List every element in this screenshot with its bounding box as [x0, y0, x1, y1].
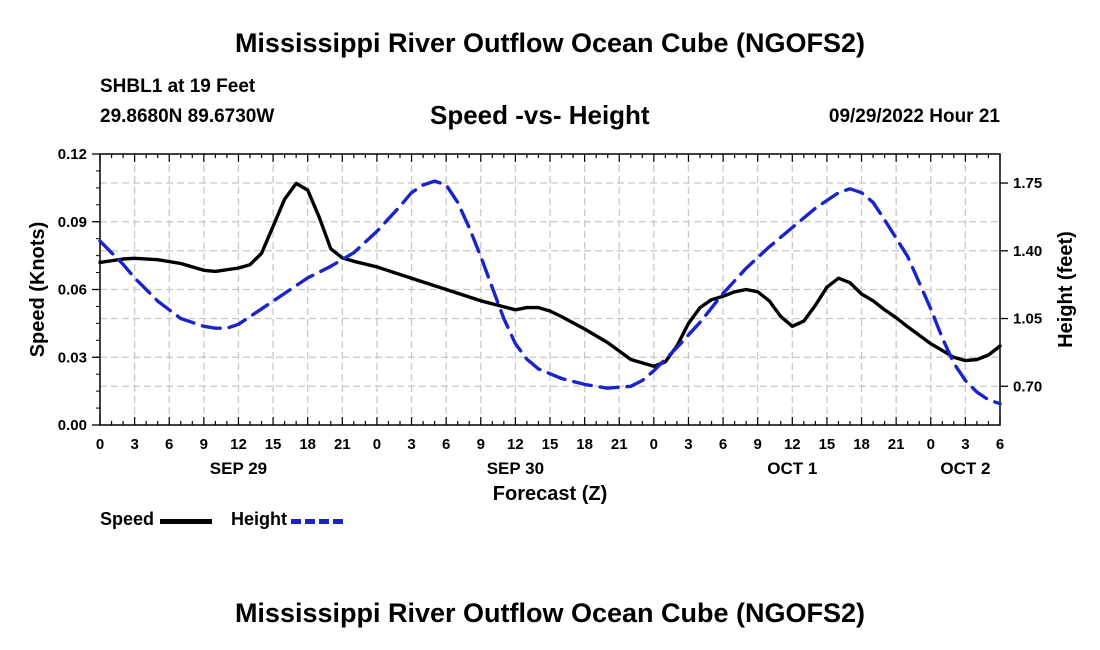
legend-height-swatch — [291, 519, 343, 524]
x-date-label: OCT 1 — [767, 459, 817, 478]
chart-main-title: Mississippi River Outflow Ocean Cube (NG… — [234, 28, 866, 58]
x-tick-label: 9 — [477, 436, 485, 453]
x-tick-label: 15 — [819, 436, 836, 453]
x-tick-label: 18 — [853, 436, 870, 453]
y-tick-label: 0.09 — [58, 214, 87, 231]
x-tick-label: 12 — [230, 436, 247, 453]
y-right-tick-label: 1.75 — [1013, 175, 1042, 192]
x-date-label: SEP 29 — [210, 459, 267, 478]
forecast-datetime: 09/29/2022 Hour 21 — [828, 106, 1000, 127]
y-tick-label: 0.06 — [58, 282, 87, 299]
x-tick-label: 18 — [576, 436, 593, 453]
x-tick-label: 0 — [650, 436, 658, 453]
y-right-axis-label: Height (feet) — [1055, 231, 1077, 348]
x-tick-label: 6 — [719, 436, 727, 453]
x-tick-label: 0 — [373, 436, 381, 453]
x-tick-label: 0 — [96, 436, 104, 453]
x-date-label: SEP 30 — [487, 459, 544, 478]
x-axis-label: Forecast (Z) — [493, 483, 607, 505]
x-date-label: OCT 2 — [940, 459, 990, 478]
legend-speed-swatch — [160, 519, 212, 524]
coordinates-label: 29.8680N 89.6730W — [100, 106, 275, 127]
x-tick-label: 0 — [927, 436, 935, 453]
x-tick-label: 12 — [507, 436, 524, 453]
height-series-line — [98, 179, 1002, 406]
y-tick-label: 0.03 — [58, 349, 87, 366]
x-tick-label: 3 — [130, 436, 138, 453]
y-tick-label: 0.00 — [58, 417, 87, 434]
chart-subtitle: Speed -vs- Height — [430, 100, 650, 130]
x-tick-label: 6 — [442, 436, 450, 453]
x-tick-label: 9 — [754, 436, 762, 453]
legend-height-label: Height — [231, 509, 287, 529]
x-tick-label: 6 — [996, 436, 1004, 453]
station-label: SHBL1 at 19 Feet — [100, 76, 256, 97]
x-tick-label: 18 — [299, 436, 316, 453]
speed-series-line — [98, 181, 1002, 368]
x-tick-label: 21 — [334, 436, 351, 453]
y-axis-label: Speed (Knots) — [27, 222, 49, 358]
x-tick-label: 15 — [542, 436, 559, 453]
x-tick-label: 12 — [784, 436, 801, 453]
y-tick-label: 0.12 — [58, 146, 87, 163]
x-tick-label: 21 — [888, 436, 905, 453]
repeated-chart-title: Mississippi River Outflow Ocean Cube (NG… — [234, 598, 866, 628]
x-tick-label: 21 — [611, 436, 628, 453]
x-tick-label: 3 — [684, 436, 692, 453]
x-tick-label: 15 — [265, 436, 282, 453]
x-tick-label: 3 — [407, 436, 415, 453]
x-tick-label: 6 — [165, 436, 173, 453]
x-tick-label: 3 — [961, 436, 969, 453]
speed-height-chart: 0 3 6 9 12 15 18 21 0 3 6 9 12 15 18 21 0 3 6 9 12 15 18 21 0 3 6 S… — [27, 146, 1077, 505]
y-right-tick-label: 1.05 — [1013, 311, 1042, 328]
legend-speed-label: Speed — [100, 509, 155, 529]
y-right-tick-label: 1.40 — [1013, 243, 1042, 260]
x-tick-label: 9 — [200, 436, 208, 453]
y-right-tick-label: 0.70 — [1013, 378, 1042, 395]
